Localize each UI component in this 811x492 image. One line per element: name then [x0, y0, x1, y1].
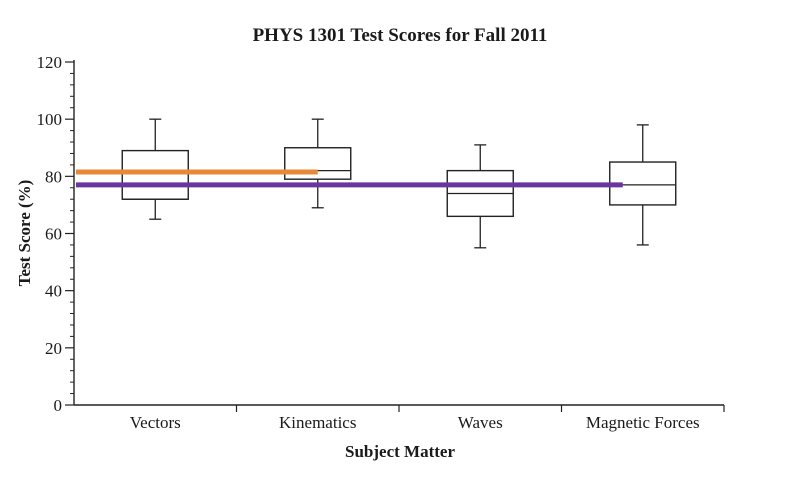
box-waves [446, 144, 514, 249]
chart-title: PHYS 1301 Test Scores for Fall 2011 [253, 25, 548, 46]
y-tick-label: 120 [37, 53, 63, 72]
x-category-label: Vectors [130, 413, 181, 432]
box-kinematics [284, 118, 352, 209]
iqr-box [121, 149, 189, 200]
y-tick-label: 40 [45, 282, 62, 301]
y-tick-label: 100 [37, 110, 63, 129]
y-tick-label: 20 [45, 339, 62, 358]
plot-area: 0 20 40 60 80 100 120 Vectors Kinematics Waves Mag… [37, 53, 725, 432]
box-vectors [121, 118, 189, 220]
x-axis-title: Subject Matter [345, 442, 455, 461]
x-category-label: Waves [458, 413, 503, 432]
y-tick-label: 80 [45, 167, 62, 186]
x-category-label: Magnetic Forces [586, 413, 700, 432]
y-tick-label: 0 [54, 396, 63, 415]
y-axis-title: Test Score (%) [15, 180, 34, 287]
y-tick-label: 60 [45, 225, 62, 244]
x-category-label: Kinematics [279, 413, 356, 432]
